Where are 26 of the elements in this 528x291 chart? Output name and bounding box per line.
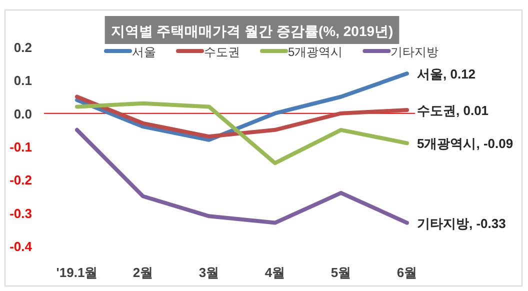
x-tick-label: 6월: [396, 265, 418, 280]
line-series: [75, 72, 409, 142]
y-tick-label: -0.4: [10, 239, 33, 254]
annotation: 5개광역시, -0.09: [417, 136, 514, 152]
x-tick-label: 4월: [264, 265, 286, 280]
line-series: [75, 128, 409, 225]
y-tick-label: -0.1: [10, 140, 32, 154]
x-tick-label: '19.1월: [56, 265, 98, 280]
legend-label: 수도권: [204, 45, 240, 59]
y-tick-label: -0.2: [10, 172, 32, 188]
legend-label: 5개광역시: [288, 45, 343, 59]
annotation: 기타지방, -0.33: [417, 216, 506, 231]
y-tick-label: 0.2: [14, 40, 32, 55]
annotation: 수도권, 0.01: [417, 103, 489, 118]
y-tick-label: -0.3: [10, 206, 32, 221]
x-tick-label: 5월: [330, 265, 352, 280]
annotation: 서울, 0.12: [417, 66, 476, 82]
line-series: [75, 101, 409, 166]
x-tick-label: 2월: [132, 265, 154, 280]
x-tick-label: 3월: [198, 265, 220, 280]
legend-label: 기타지방: [390, 45, 439, 59]
y-tick-label: 0.1: [14, 73, 32, 88]
line-series: [75, 94, 409, 139]
y-tick-label: 0.0: [14, 106, 32, 122]
legend-label: 서울: [132, 45, 156, 59]
chart-title: 지역별 주택매매가격 월간 증감률(%, 2019년): [110, 23, 394, 39]
